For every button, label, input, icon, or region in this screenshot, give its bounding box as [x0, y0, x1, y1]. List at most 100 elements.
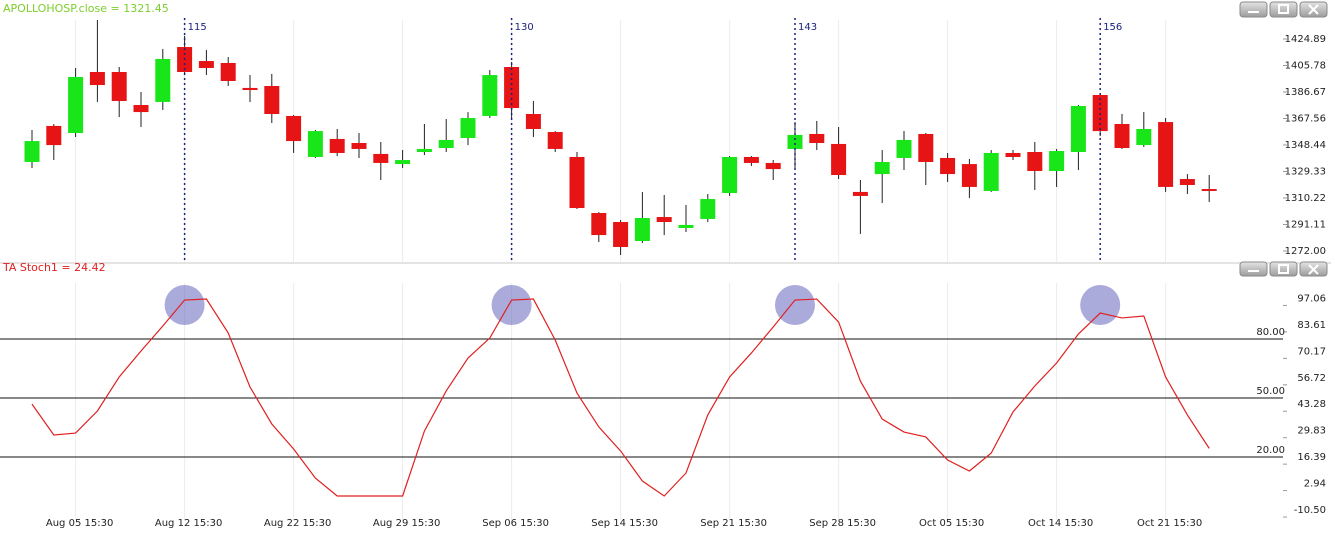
candle-body: [68, 76, 84, 134]
x-tick-label: Aug 29 15:30: [373, 518, 440, 529]
candle-body: [24, 141, 40, 162]
candle-body: [896, 139, 912, 158]
candle-body: [656, 217, 672, 223]
y-tick-label: 1386.67: [1285, 87, 1326, 98]
candle-body: [395, 160, 411, 165]
y-tick-label: 16.39: [1297, 452, 1326, 463]
minimize-button[interactable]: [1239, 261, 1268, 277]
candle-body: [765, 162, 781, 170]
candle-body: [220, 62, 236, 82]
candle-body: [482, 75, 498, 116]
candle-body: [111, 71, 127, 101]
candle-body: [787, 134, 803, 149]
y-tick-label: 1291.11: [1285, 220, 1326, 231]
stoch-title: TA Stoch1 = 24.42: [2, 261, 106, 274]
peak-highlight: [775, 285, 815, 325]
icon: [1308, 264, 1319, 275]
candle-body: [1005, 152, 1021, 157]
candle-body: [591, 213, 607, 236]
maximize-button[interactable]: [1269, 1, 1298, 18]
y-tick-label: 56.72: [1297, 373, 1326, 384]
y-tick-label: 70.17: [1297, 346, 1326, 357]
x-tick-label: Aug 05 15:30: [46, 518, 113, 529]
peak-highlight: [164, 285, 205, 325]
minimize-button[interactable]: [1239, 1, 1268, 18]
candle-body: [743, 156, 759, 163]
candle-body: [569, 156, 585, 209]
candle-body: [700, 199, 716, 219]
candle-body: [155, 58, 171, 102]
candle-body: [504, 66, 520, 109]
x-tick-label: Aug 12 15:30: [155, 518, 222, 529]
y-tick-label: 1424.89: [1285, 34, 1326, 45]
candle-body: [264, 85, 280, 115]
level-label: 20.00: [1256, 445, 1285, 456]
peak-highlight: [1080, 285, 1121, 325]
candle-body: [831, 143, 847, 176]
y-tick-label: 97.06: [1297, 293, 1326, 304]
candle-body: [307, 131, 323, 157]
icon: [1248, 11, 1259, 13]
candle-body: [1136, 128, 1152, 146]
y-tick-label: 2.94: [1304, 479, 1326, 490]
candle-body: [983, 152, 999, 191]
candle-body: [1158, 122, 1174, 187]
x-tick-label: Oct 05 15:30: [919, 518, 984, 529]
window-buttons: [1239, 1, 1328, 18]
y-tick-label: 29.83: [1297, 426, 1326, 437]
candle-body: [133, 104, 149, 113]
x-tick-label: Aug 22 15:30: [264, 518, 331, 529]
candle-body: [874, 161, 890, 175]
candle-body: [634, 218, 650, 242]
maximize-button[interactable]: [1269, 261, 1298, 277]
x-tick-label: Sep 14 15:30: [591, 518, 658, 529]
x-tick-label: Sep 06 15:30: [482, 518, 549, 529]
window-buttons: [1239, 261, 1328, 277]
y-tick-label: 1405.78: [1285, 61, 1326, 72]
price-title: APOLLOHOSP.close = 1321.45: [3, 2, 169, 15]
candle-body: [722, 156, 738, 194]
candle-body: [1049, 151, 1065, 171]
candle-body: [46, 125, 62, 146]
y-tick-label: 1367.56: [1285, 113, 1326, 124]
level-label: 50.00: [1256, 386, 1285, 397]
candle-body: [286, 115, 302, 142]
candle-body: [89, 71, 105, 86]
candle-body: [547, 132, 563, 149]
candle-body: [438, 139, 454, 148]
y-tick-label: 83.61: [1297, 320, 1326, 331]
peak-highlight: [491, 285, 532, 325]
candle-body: [329, 138, 345, 153]
candle-body: [242, 87, 258, 91]
icon: [1278, 4, 1289, 14]
y-tick-label: 43.28: [1297, 399, 1326, 410]
x-tick-label: Sep 28 15:30: [809, 518, 876, 529]
icon: [1308, 4, 1319, 15]
y-tick-label: -10.50: [1294, 505, 1326, 516]
candle-body: [1201, 189, 1217, 191]
stoch-line: [31, 298, 1210, 497]
candle-body: [1027, 151, 1043, 171]
y-tick-label: 1348.44: [1285, 140, 1326, 151]
x-tick-label: Sep 21 15:30: [700, 518, 767, 529]
candle-body: [613, 222, 629, 247]
candle-body: [525, 114, 541, 129]
bar-marker-label: 143: [798, 22, 817, 33]
x-tick-label: Oct 21 15:30: [1137, 518, 1202, 529]
bar-marker-label: 130: [515, 22, 534, 33]
candle-body: [460, 118, 476, 138]
icon: [1248, 270, 1259, 272]
candle-body: [373, 153, 389, 163]
candle-body: [1070, 105, 1086, 152]
level-label: 80.00: [1256, 327, 1285, 338]
bar-marker-label: 156: [1103, 22, 1122, 33]
candle-body: [416, 148, 432, 152]
candle-body: [1114, 123, 1130, 148]
icon: [1278, 264, 1289, 274]
candle-body: [852, 191, 868, 196]
candle-body: [678, 224, 694, 228]
candle-body: [1179, 179, 1195, 186]
candle-body: [961, 164, 977, 187]
candle-body: [918, 133, 934, 162]
